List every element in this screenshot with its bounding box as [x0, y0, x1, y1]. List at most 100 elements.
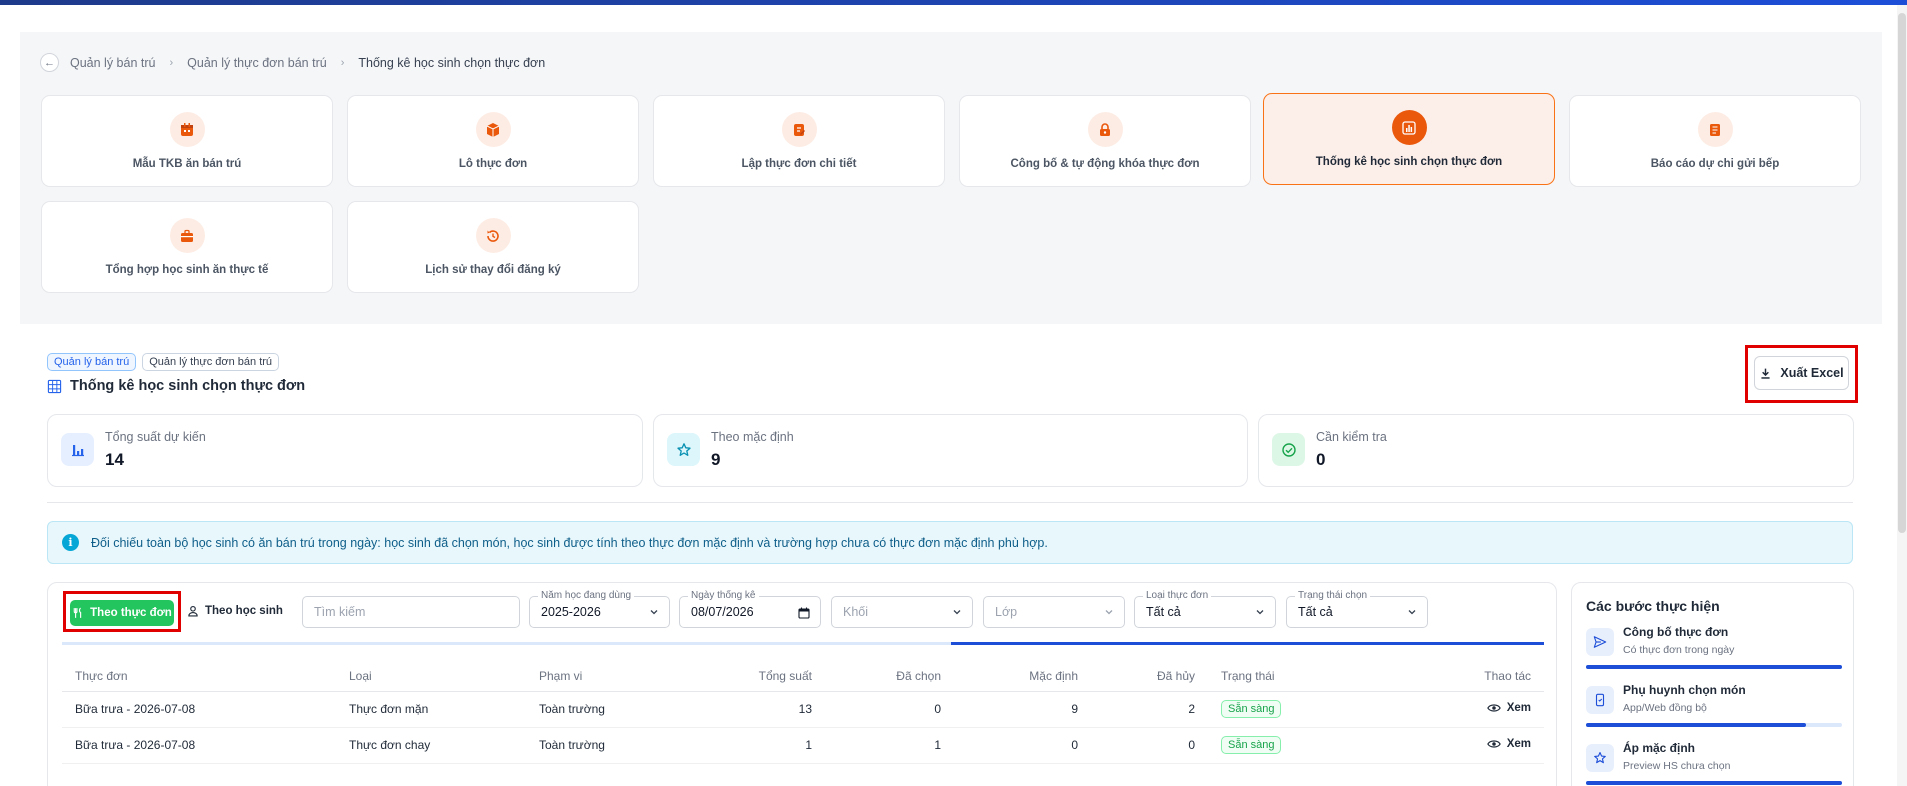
- breadcrumb-link-menu[interactable]: Quản lý thực đơn bán trú: [187, 55, 327, 70]
- module-label: Lịch sử thay đổi đăng ký: [425, 264, 561, 276]
- page-title: Thống kê học sinh chọn thực đơn: [47, 378, 305, 394]
- column-header-menu[interactable]: Thực đơn: [62, 661, 336, 692]
- column-header-actions: Thao tác: [1378, 661, 1544, 692]
- cell-scope: Toàn trường: [526, 691, 686, 728]
- search-input[interactable]: [302, 596, 520, 628]
- tag-row: Quản lý bán trú Quản lý thực đơn bán trú: [47, 353, 280, 371]
- column-header-default[interactable]: Mặc định: [954, 661, 1091, 692]
- phone-icon: [1586, 686, 1614, 714]
- utensils-icon: [73, 607, 82, 618]
- info-icon: i: [62, 534, 79, 551]
- chevron-down-icon: [1256, 610, 1264, 615]
- cell-cancelled: 0: [1091, 727, 1208, 764]
- school-year-value: 2025-2026: [541, 605, 601, 619]
- send-icon: [1586, 628, 1614, 656]
- page-title-text: Thống kê học sinh chọn thực đơn: [70, 378, 306, 394]
- cell-default: 9: [954, 691, 1091, 728]
- view-button[interactable]: Xem: [1486, 702, 1531, 714]
- column-header-type[interactable]: Loại: [336, 661, 526, 692]
- chevron-down-icon: [1408, 610, 1416, 615]
- table-row: Bữa trưa - 2026-07-08 Thực đơn mặn Toàn …: [62, 691, 1544, 728]
- cell-actions: Xem: [1378, 727, 1544, 764]
- module-panel: ← Quản lý bán trú › Quản lý thực đơn bán…: [20, 32, 1882, 324]
- column-header-chosen[interactable]: Đã chọn: [825, 661, 954, 692]
- stat-card-total: Tổng suất dự kiến 14: [47, 414, 643, 487]
- export-excel-button[interactable]: Xuất Excel: [1754, 356, 1849, 390]
- step-subtitle: Preview HS chưa chọn: [1623, 760, 1731, 772]
- toggle-highlight: Theo thực đơn: [63, 591, 181, 632]
- steps-panel-title: Các bước thực hiện: [1586, 598, 1720, 614]
- breadcrumb-separator: ›: [169, 56, 174, 69]
- module-card-menu-detail[interactable]: Lập thực đơn chi tiết: [653, 95, 945, 187]
- status-label: Trạng thái chọn: [1295, 590, 1371, 601]
- stat-value: 14: [105, 450, 124, 469]
- menu-type-select[interactable]: Loại thực đơn Tất cả: [1134, 590, 1276, 628]
- briefcase-icon: [169, 218, 205, 253]
- step-progress-fill: [1586, 665, 1842, 669]
- class-select[interactable]: Lớp: [983, 596, 1125, 628]
- step-title: Công bố thực đơn: [1623, 625, 1729, 639]
- grade-select[interactable]: Khối: [831, 596, 973, 628]
- stat-label: Cần kiểm tra: [1316, 430, 1387, 444]
- cell-chosen: 1: [825, 727, 954, 764]
- tag-boarding[interactable]: Quản lý bán trú: [47, 353, 137, 371]
- module-card-menu-batch[interactable]: Lô thực đơn: [347, 95, 639, 187]
- menu-type-value: Tất cả: [1146, 605, 1181, 619]
- module-card-lunch-schedule[interactable]: Mẫu TKB ăn bán trú: [41, 95, 333, 187]
- status-select[interactable]: Trạng thái chọn Tất cả: [1286, 590, 1428, 628]
- cell-scope: Toàn trường: [526, 727, 686, 764]
- column-header-scope[interactable]: Phạm vi: [526, 661, 686, 692]
- module-label: Mẫu TKB ăn bán trú: [132, 158, 242, 170]
- scrollbar-thumb[interactable]: [1898, 13, 1906, 533]
- divider: [47, 502, 1853, 503]
- stats-table-card: Theo thực đơn Theo học sinh Năm học đang…: [47, 582, 1557, 786]
- tag-menu[interactable]: Quản lý thực đơn bán trú: [142, 353, 280, 371]
- view-button[interactable]: Xem: [1486, 738, 1531, 750]
- cell-menu: Bữa trưa - 2026-07-08: [62, 727, 336, 764]
- breadcrumb-link-boarding[interactable]: Quản lý bán trú: [70, 55, 156, 70]
- step-progress-fill: [1586, 781, 1842, 785]
- module-card-publish-lock[interactable]: Công bố & tự động khóa thực đơn: [959, 95, 1251, 187]
- back-arrow-icon[interactable]: ←: [40, 53, 59, 72]
- toggle-by-menu-label: Theo thực đơn: [90, 607, 172, 619]
- loading-progress-bar: [62, 642, 1544, 645]
- column-header-cancelled[interactable]: Đã hủy: [1091, 661, 1208, 692]
- module-label: Lập thực đơn chi tiết: [741, 158, 857, 170]
- calendar-icon[interactable]: [798, 607, 810, 619]
- cell-status: Sẵn sàng: [1208, 691, 1378, 728]
- date-label: Ngày thống kê: [688, 590, 759, 601]
- module-card-kitchen-report[interactable]: Báo cáo dự chi gửi bếp: [1569, 95, 1861, 187]
- column-header-status[interactable]: Trạng thái: [1208, 661, 1378, 692]
- toggle-by-menu[interactable]: Theo thực đơn: [70, 600, 174, 626]
- breadcrumb-separator: ›: [340, 56, 345, 69]
- module-card-change-history[interactable]: Lịch sử thay đổi đăng ký: [347, 201, 639, 293]
- star-icon: [667, 433, 700, 466]
- class-placeholder: Lớp: [995, 605, 1018, 619]
- table-row: Bữa trưa - 2026-07-08 Thực đơn chay Toàn…: [62, 727, 1544, 764]
- cell-total: 13: [686, 691, 825, 728]
- document-edit-icon: [781, 112, 817, 147]
- column-header-total[interactable]: Tổng suất: [686, 661, 825, 692]
- school-year-select[interactable]: Năm học đang dùng 2025-2026: [529, 590, 670, 628]
- module-card-actual-meals[interactable]: Tổng hợp học sinh ăn thực tế: [41, 201, 333, 293]
- step-title: Áp mặc định: [1623, 741, 1696, 755]
- module-card-student-stats[interactable]: Thống kê học sinh chọn thực đơn: [1263, 93, 1555, 185]
- menu-stats-table: Thực đơn Loại Phạm vi Tổng suất Đã chọn …: [62, 661, 1544, 764]
- eye-icon: [1486, 704, 1501, 712]
- stat-card-default: Theo mặc định 9: [653, 414, 1248, 487]
- chevron-down-icon: [1105, 610, 1113, 615]
- cell-total: 1: [686, 727, 825, 764]
- scrollbar-track[interactable]: [1897, 5, 1907, 786]
- module-label: Công bố & tự động khóa thực đơn: [1010, 158, 1200, 170]
- toggle-by-student[interactable]: Theo học sinh: [187, 597, 283, 625]
- loading-progress-fill: [951, 642, 1544, 645]
- cell-menu: Bữa trưa - 2026-07-08: [62, 691, 336, 728]
- menu-type-label: Loại thực đơn: [1143, 590, 1212, 601]
- download-icon: [1761, 368, 1770, 379]
- eye-icon: [1486, 740, 1501, 748]
- table-icon: [47, 379, 62, 393]
- top-accent-bar: [0, 0, 1907, 5]
- check-circle-icon: [1272, 433, 1305, 466]
- info-text: Đối chiếu toàn bộ học sinh có ăn bán trú…: [91, 535, 1048, 550]
- date-picker[interactable]: Ngày thống kê 08/07/2026: [679, 590, 821, 628]
